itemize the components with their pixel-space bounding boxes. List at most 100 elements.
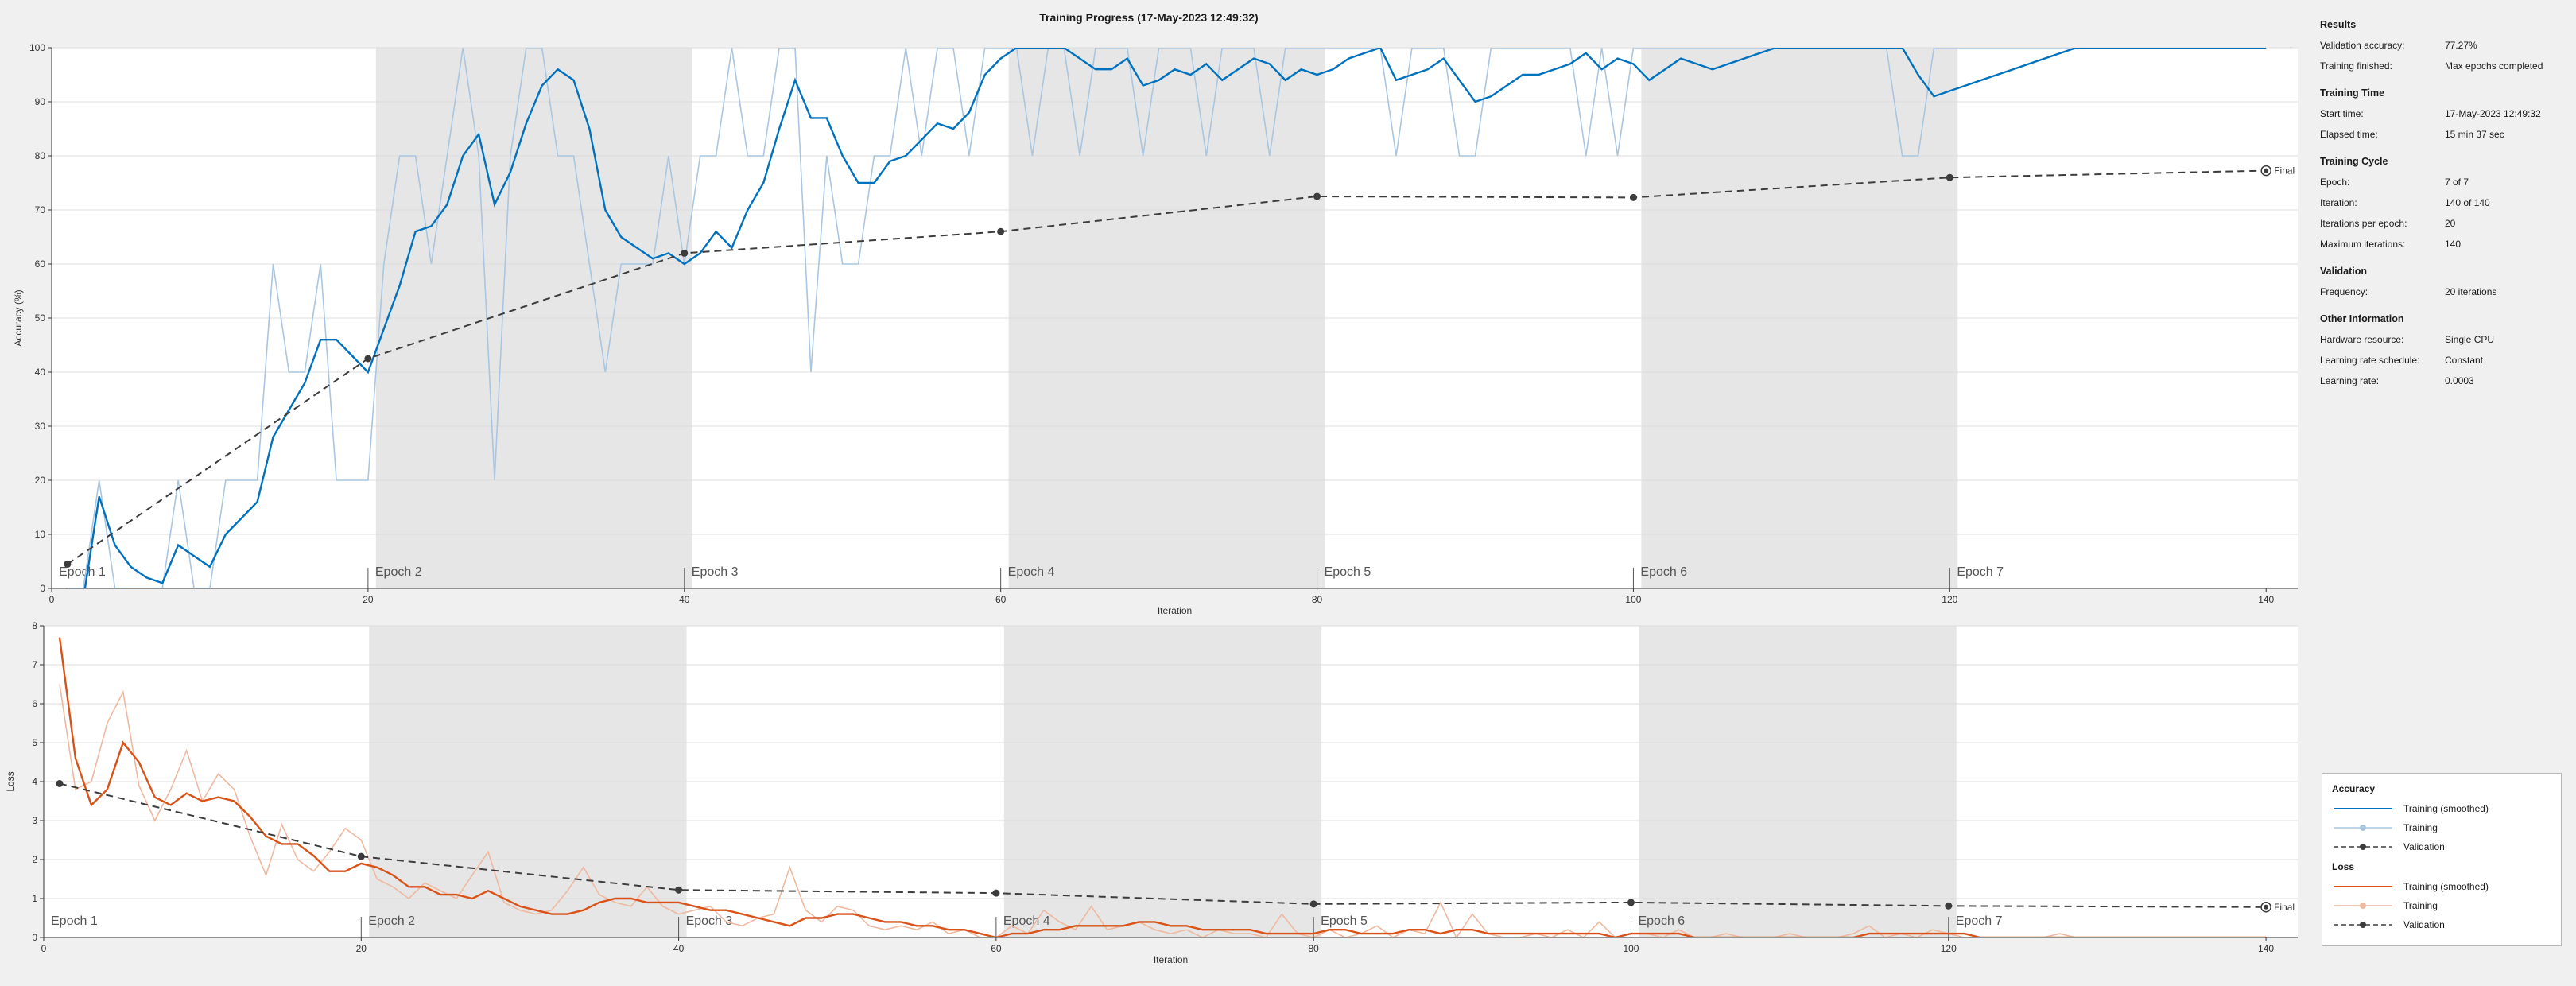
accuracy-series-group bbox=[67, 48, 2267, 588]
loss-x-tick-label: 40 bbox=[673, 943, 685, 954]
accuracy-y-axis-label: Accuracy (%) bbox=[13, 289, 24, 346]
loss-final-marker bbox=[2264, 904, 2269, 910]
legend-loss-smoothed-swatch bbox=[2334, 886, 2392, 887]
other-information-header: Other Information bbox=[2320, 313, 2404, 324]
frequency-label: Frequency: bbox=[2320, 286, 2368, 297]
loss-y-tick-label: 7 bbox=[32, 659, 37, 670]
accuracy-x-tick-label: 60 bbox=[995, 594, 1007, 605]
training-info-panel: Results Validation accuracy: 77.27% Train… bbox=[2320, 19, 2559, 391]
epoch-label: Epoch: bbox=[2320, 177, 2350, 188]
loss-epoch-label: Epoch 6 bbox=[1638, 914, 1685, 928]
maximum-iterations-value: 140 bbox=[2445, 239, 2462, 250]
accuracy-x-tick-label: 120 bbox=[1942, 594, 1957, 605]
iteration-value: 140 of 140 bbox=[2445, 197, 2490, 208]
accuracy-y-tick-label: 50 bbox=[35, 312, 46, 324]
loss-y-tick-label: 0 bbox=[32, 932, 37, 943]
iteration-label: Iteration: bbox=[2320, 197, 2357, 208]
start-time-value: 17-May-2023 12:49:32 bbox=[2445, 108, 2541, 119]
loss-x-tick-label: 0 bbox=[41, 943, 47, 954]
validation-accuracy-value: 77.27% bbox=[2445, 40, 2477, 51]
accuracy-y-tick-label: 10 bbox=[35, 529, 46, 540]
accuracy-y-tick-label: 40 bbox=[35, 367, 46, 378]
accuracy-epoch-label: Epoch 5 bbox=[1325, 565, 1371, 579]
legend-loss-training-swatch bbox=[2334, 903, 2392, 909]
legend-acc-validation-label: Validation bbox=[2403, 841, 2445, 852]
lr-schedule-value: Constant bbox=[2445, 355, 2484, 366]
validation-accuracy-row: Validation accuracy: 77.27% bbox=[2320, 35, 2559, 56]
validation-accuracy-label: Validation accuracy: bbox=[2320, 40, 2405, 51]
loss-validation-point bbox=[56, 779, 64, 787]
loss-validation-line bbox=[59, 782, 2267, 908]
legend-acc-smoothed-swatch bbox=[2334, 808, 2392, 809]
iterations-per-epoch-row: Iterations per epoch: 20 bbox=[2320, 213, 2559, 234]
hardware-resource-value: Single CPU bbox=[2445, 334, 2495, 345]
legend-loss-header: Loss bbox=[2332, 861, 2355, 872]
accuracy-x-tick-label: 0 bbox=[49, 594, 55, 605]
accuracy-x-tick-label: 80 bbox=[1312, 594, 1323, 605]
accuracy-final-label: Final bbox=[2274, 165, 2295, 177]
maximum-iterations-row: Maximum iterations: 140 bbox=[2320, 234, 2559, 254]
loss-x-tick-label: 20 bbox=[356, 943, 367, 954]
accuracy-validation-point bbox=[1946, 173, 1953, 181]
learning-rate-row: Learning rate: 0.0003 bbox=[2320, 371, 2559, 391]
loss-validation-point bbox=[1945, 902, 1953, 910]
loss-epoch-label: Epoch 3 bbox=[686, 914, 733, 928]
accuracy-epoch-label: Epoch 2 bbox=[375, 565, 422, 579]
loss-epoch-label: Epoch 7 bbox=[1956, 914, 2003, 928]
frequency-value: 20 iterations bbox=[2445, 286, 2497, 297]
learning-rate-label: Learning rate: bbox=[2320, 375, 2380, 386]
accuracy-epoch-label: Epoch 7 bbox=[1957, 565, 2004, 579]
elapsed-time-label: Elapsed time: bbox=[2320, 129, 2378, 140]
learning-rate-value: 0.0003 bbox=[2445, 375, 2474, 386]
legend-loss-validation-swatch bbox=[2334, 922, 2392, 928]
epoch-row: Epoch: 7 of 7 bbox=[2320, 172, 2559, 192]
loss-epoch-label: Epoch 1 bbox=[51, 914, 98, 928]
accuracy-validation-point bbox=[64, 560, 72, 568]
accuracy-validation-point bbox=[1313, 192, 1321, 200]
chart-legend: Accuracy Training (smoothed) Training Va… bbox=[2322, 773, 2562, 946]
elapsed-time-value: 15 min 37 sec bbox=[2445, 129, 2504, 140]
accuracy-x-axis-label: Iteration bbox=[1158, 605, 1192, 616]
accuracy-y-tick-label: 80 bbox=[35, 150, 46, 161]
training-finished-row: Training finished: Max epochs completed bbox=[2320, 56, 2559, 76]
legend-item-loss-smoothed: Training (smoothed) bbox=[2332, 877, 2551, 896]
accuracy-validation-point bbox=[1629, 193, 1637, 201]
accuracy-x-tick-label: 100 bbox=[1625, 594, 1641, 605]
legend-loss-training-label: Training bbox=[2403, 900, 2438, 911]
loss-epoch-label: Epoch 2 bbox=[368, 914, 415, 928]
loss-training-smoothed-line bbox=[58, 637, 2267, 937]
training-cycle-header: Training Cycle bbox=[2320, 156, 2388, 167]
accuracy-validation-point bbox=[364, 355, 372, 363]
maximum-iterations-label: Maximum iterations: bbox=[2320, 239, 2406, 250]
lr-schedule-label: Learning rate schedule: bbox=[2320, 355, 2420, 366]
loss-validation-point bbox=[357, 852, 365, 860]
training-finished-label: Training finished: bbox=[2320, 60, 2392, 72]
accuracy-y-tick-label: 0 bbox=[40, 583, 45, 594]
loss-y-tick-label: 4 bbox=[32, 776, 37, 787]
legend-loss-smoothed-label: Training (smoothed) bbox=[2403, 881, 2489, 892]
loss-y-tick-label: 1 bbox=[32, 893, 37, 904]
loss-y-tick-label: 5 bbox=[32, 737, 37, 748]
accuracy-epoch-label: Epoch 3 bbox=[692, 565, 739, 579]
legend-accuracy-header: Accuracy bbox=[2332, 783, 2376, 794]
loss-x-tick-label: 140 bbox=[2258, 943, 2274, 954]
accuracy-y-tick-label: 100 bbox=[29, 42, 45, 53]
lr-schedule-row: Learning rate schedule: Constant bbox=[2320, 350, 2559, 371]
loss-x-tick-label: 120 bbox=[1941, 943, 1957, 954]
loss-y-tick-label: 2 bbox=[32, 854, 37, 865]
accuracy-x-tick-label: 40 bbox=[679, 594, 690, 605]
start-time-label: Start time: bbox=[2320, 108, 2364, 119]
legend-acc-training-label: Training bbox=[2403, 822, 2438, 833]
loss-final-label: Final bbox=[2274, 902, 2295, 913]
hardware-resource-row: Hardware resource: Single CPU bbox=[2320, 329, 2559, 350]
accuracy-validation-point bbox=[681, 249, 689, 257]
accuracy-y-tick-label: 20 bbox=[35, 475, 46, 486]
accuracy-training-smoothed-line bbox=[83, 48, 2267, 588]
epoch-value: 7 of 7 bbox=[2445, 177, 2469, 188]
accuracy-epoch-label: Epoch 1 bbox=[59, 565, 106, 579]
loss-x-axis-label: Iteration bbox=[1154, 954, 1188, 965]
loss-x-tick-label: 60 bbox=[991, 943, 1002, 954]
accuracy-validation-point bbox=[997, 227, 1005, 235]
loss-y-tick-label: 3 bbox=[32, 815, 37, 826]
